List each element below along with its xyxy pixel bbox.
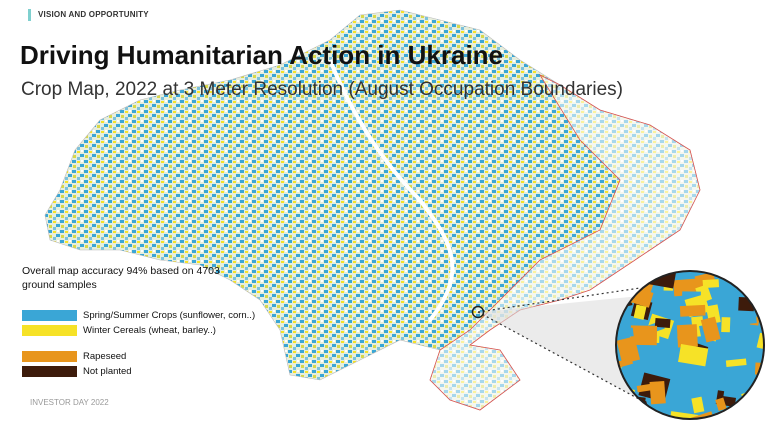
field bbox=[633, 304, 647, 320]
legend-item: Spring/Summer Crops (sunflower, corn..) bbox=[22, 308, 255, 323]
legend-item: Rapeseed bbox=[22, 349, 255, 364]
legend-swatch bbox=[22, 351, 77, 362]
field bbox=[654, 317, 671, 329]
field bbox=[691, 396, 705, 414]
field bbox=[666, 395, 691, 415]
accuracy-note: Overall map accuracy 94% based on 4703 g… bbox=[22, 265, 220, 291]
zoom-origin bbox=[471, 305, 485, 319]
legend-item: Not planted bbox=[22, 364, 255, 379]
field bbox=[756, 332, 764, 352]
field bbox=[676, 324, 698, 348]
zoom-line bbox=[477, 287, 641, 313]
field bbox=[628, 273, 642, 287]
field bbox=[621, 394, 646, 413]
legend-label: Not planted bbox=[83, 366, 132, 377]
occupied-area bbox=[429, 74, 701, 411]
magnifier-ring bbox=[615, 270, 765, 420]
field bbox=[669, 411, 699, 419]
legend-swatch bbox=[22, 325, 77, 336]
field bbox=[721, 317, 731, 333]
field bbox=[678, 343, 709, 367]
subtitle: Crop Map, 2022 at 3 Meter Resolution (Au… bbox=[21, 79, 623, 100]
zoom-wedge bbox=[478, 296, 660, 410]
legend-swatch bbox=[22, 366, 77, 377]
field bbox=[724, 271, 744, 279]
field bbox=[679, 304, 706, 317]
river bbox=[328, 59, 455, 322]
field bbox=[717, 369, 728, 382]
legend: Spring/Summer Crops (sunflower, corn..) W… bbox=[22, 308, 255, 379]
field bbox=[742, 312, 757, 325]
legend-item: Winter Cereals (wheat, barley..) bbox=[22, 323, 255, 338]
field bbox=[647, 271, 678, 289]
legend-label: Winter Cereals (wheat, barley..) bbox=[83, 325, 216, 336]
field bbox=[715, 397, 727, 412]
field bbox=[630, 325, 658, 346]
field bbox=[748, 405, 764, 419]
field bbox=[636, 415, 654, 419]
title: Driving Humanitarian Action in Ukraine bbox=[20, 40, 504, 70]
legend-swatch bbox=[22, 310, 77, 321]
legend-label: Rapeseed bbox=[83, 351, 127, 362]
field bbox=[725, 358, 747, 367]
field bbox=[636, 381, 665, 393]
field bbox=[729, 370, 743, 390]
field bbox=[723, 276, 741, 288]
footer: INVESTOR DAY 2022 bbox=[30, 398, 109, 407]
section-label: VISION AND OPPORTUNITY bbox=[28, 9, 149, 21]
field bbox=[700, 316, 721, 343]
legend-label: Spring/Summer Crops (sunflower, corn..) bbox=[83, 310, 256, 321]
field bbox=[622, 327, 634, 338]
